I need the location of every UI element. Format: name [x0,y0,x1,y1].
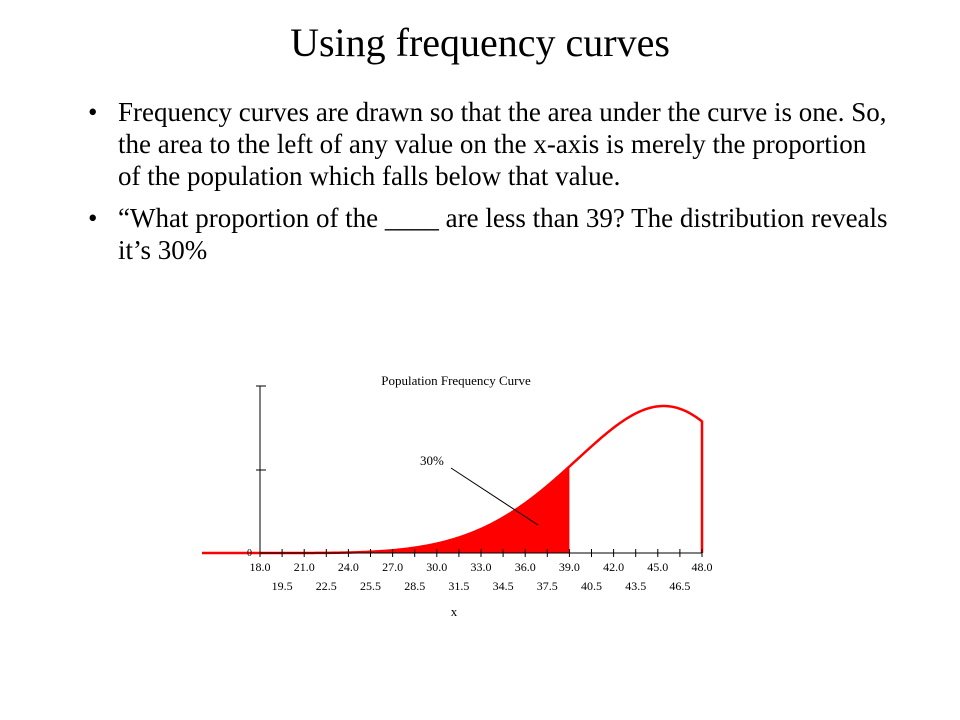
slide-title: Using frequency curves [290,20,670,65]
x-tick-label-major: 30.0 [426,560,447,574]
x-tick-label-minor: 40.5 [581,579,602,593]
frequency-curve [202,404,704,555]
bullet-text: Frequency curves are drawn so that the a… [118,97,887,191]
x-tick-label-major: 18.0 [250,560,271,574]
frequency-chart: Population Frequency Curve 0 18.0 21.0 24.0… [196,360,756,630]
x-tick-label-major: 39.0 [559,560,580,574]
bullet-item: • Frequency curves are drawn so that the… [88,96,888,192]
x-tick-label-minor: 25.5 [360,579,381,593]
bullet-dot: • [88,203,98,233]
x-tick-label-minor: 46.5 [669,579,690,593]
bullet-text: “What proportion of the ____ are less th… [118,203,888,265]
x-tick-label-minor: 19.5 [272,579,293,593]
chart-title: Population Frequency Curve [381,373,531,388]
x-tick-label-major: 36.0 [515,560,536,574]
x-axis-label: x [451,604,458,619]
x-tick-label-major: 21.0 [294,560,315,574]
chart-svg: Population Frequency Curve 018.0 21.0 24.0… [202,373,713,619]
x-tick-label-minor: 43.5 [625,579,646,593]
x-tick-label-major: 48.0 [692,560,713,574]
bullet-item: • “What proportion of the ____ are less … [88,202,888,266]
x-tick-label-minor: 37.5 [537,579,558,593]
y-origin-label: 0 [247,548,252,559]
bullet-list: • Frequency curves are drawn so that the… [88,96,888,276]
x-tick-label-minor: 22.5 [316,579,337,593]
x-tick-label-major: 24.0 [338,560,359,574]
x-tick-label-minor: 31.5 [448,579,469,593]
x-tick-label-minor: 28.5 [404,579,425,593]
bullet-dot: • [88,97,98,127]
annotation-leader [450,467,539,526]
x-tick-label-major: 27.0 [382,560,403,574]
x-tick-label-major: 42.0 [603,560,624,574]
x-tick-label-major: 45.0 [647,560,668,574]
shaded-area [260,466,570,553]
x-tick-label-minor: 34.5 [493,579,514,593]
x-tick-label-major: 33.0 [471,560,492,574]
annotation-label: 30% [420,453,444,468]
